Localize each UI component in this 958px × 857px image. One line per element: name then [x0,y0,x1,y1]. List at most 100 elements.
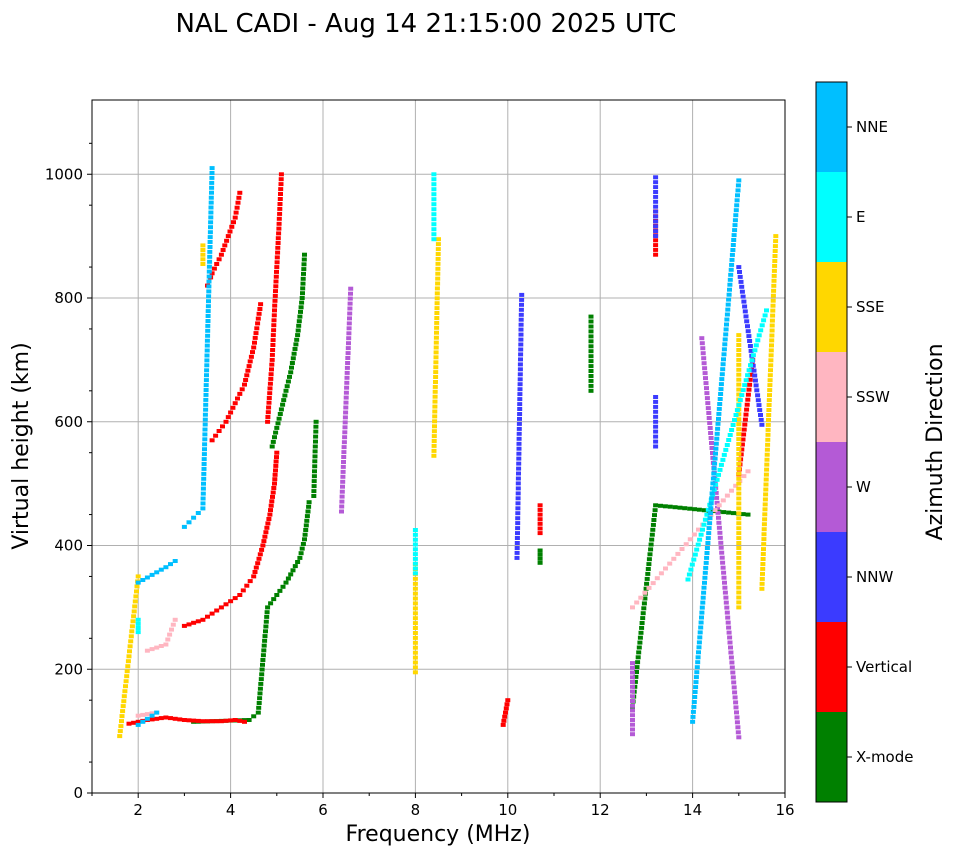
echo-mark-nne [702,580,707,585]
echo-mark-nne [203,378,209,383]
echo-mark-sse [121,694,127,699]
echo-mark-nne [735,183,741,188]
echo-mark-vertical [504,702,510,707]
echo-mark-vertical [270,343,276,347]
echo-mark-vertical [273,284,279,289]
echo-mark-nnw [759,422,765,427]
echo-mark-e [700,527,705,532]
echo-mark-nne [704,546,710,550]
echo-mark-x-mode [270,439,276,444]
echo-mark-sse [412,581,418,586]
echo-mark-sse [760,562,766,566]
echo-mark-sse [736,367,742,372]
echo-mark-nne [690,709,696,714]
echo-mark-w [344,385,350,390]
echo-mark-e [704,512,710,517]
echo-mark-vertical [254,326,260,331]
echo-mark-x-mode [246,718,252,722]
echo-mark-vertical [739,442,745,447]
echo-mark-vertical [252,570,258,574]
y-tick-label: 200 [54,660,83,678]
echo-mark-vertical [256,311,262,316]
echo-mark-e [692,552,698,557]
echo-mark-nnw [653,424,659,429]
echo-mark-vertical [261,539,267,544]
echo-mark-vertical [220,424,225,429]
echo-mark-w [726,630,732,635]
echo-mark-ssw [712,508,718,513]
echo-mark-x-mode [634,665,640,670]
echo-mark-sse [432,399,438,404]
echo-mark-sse [768,358,774,363]
echo-mark-vertical [227,229,233,234]
echo-mark-e [726,438,732,442]
echo-mark-vertical [253,565,259,570]
echo-mark-sse [736,447,742,451]
echo-mark-sse [432,404,438,409]
echo-mark-vertical [216,257,222,262]
y-tick-label: 600 [54,413,83,431]
echo-mark-nne [207,249,213,254]
echo-mark-x-mode [313,439,318,444]
echo-mark-nnw [737,270,742,274]
echo-mark-sse [765,432,771,437]
echo-mark-ssw [642,590,648,595]
echo-mark-sse [736,555,742,560]
x-tick-label: 10 [498,801,517,819]
echo-mark-e [135,626,141,630]
echo-mark-nne [707,521,713,526]
y-axis-label: Virtual height (km) [9,342,34,549]
echo-mark-nnw [744,319,750,324]
echo-mark-vertical [268,376,274,381]
echo-mark-e [135,621,141,626]
echo-mark-sse [412,591,418,596]
echo-mark-sse [200,257,206,262]
echo-mark-e [745,373,751,378]
echo-mark-nnw [515,481,521,486]
echo-mark-vertical [258,302,264,307]
echo-mark-nne [725,307,731,312]
echo-mark-nne [714,436,720,441]
echo-mark-sse [767,388,773,393]
echo-mark-sse [434,316,440,320]
echo-mark-x-mode [300,286,306,291]
echo-mark-x-mode [312,459,318,464]
echo-mark-sse [764,457,770,462]
echo-mark-sse [769,333,775,338]
echo-mark-sse [736,531,742,536]
echo-mark-x-mode [299,546,305,551]
echo-mark-vertical [653,238,659,243]
echo-mark-w [340,469,346,474]
echo-mark-nne [201,457,207,462]
echo-mark-ssw [144,712,150,717]
echo-mark-nne [726,297,732,302]
echo-mark-x-mode [289,365,294,370]
echo-mark-vertical [211,266,217,271]
echo-mark-x-mode [640,616,646,621]
echo-mark-sse [433,335,439,340]
echo-mark-x-mode [274,425,280,430]
echo-mark-w [718,545,724,550]
echo-mark-sse [117,734,123,739]
echo-mark-sse [736,437,742,442]
echo-mark-w [720,565,726,570]
echo-mark-ssw [154,645,160,650]
echo-mark-sse [736,575,742,580]
echo-mark-x-mode [537,548,543,553]
echo-mark-e [736,403,742,408]
echo-mark-nne [206,279,212,284]
echo-mark-w [341,445,347,450]
echo-mark-vertical [252,340,257,345]
echo-mark-sse [770,303,776,308]
echo-mark-sse [736,496,742,501]
echo-mark-nne [724,322,729,327]
echo-mark-sse [771,288,777,293]
echo-mark-ssw [135,713,141,718]
echo-mark-nnw [515,506,521,511]
echo-mark-sse [736,516,742,521]
echo-mark-w [726,625,732,630]
echo-mark-vertical [220,248,226,252]
echo-mark-x-mode [296,323,302,328]
echo-mark-sse [435,242,441,247]
